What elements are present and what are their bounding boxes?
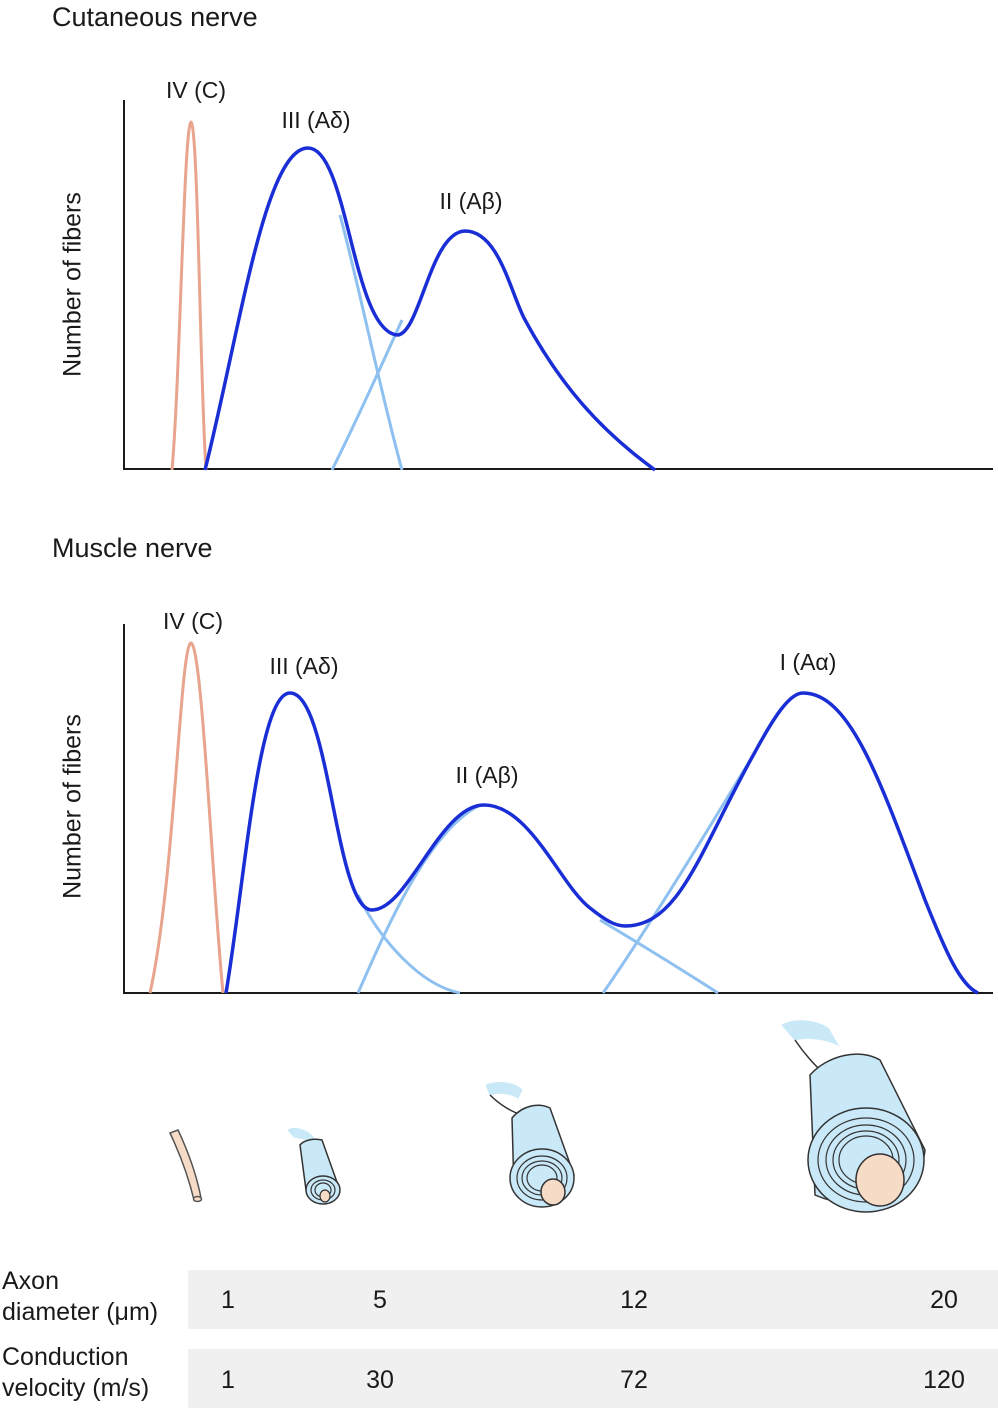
axon-diameter-value-3: 12 bbox=[620, 1286, 648, 1314]
muscle-ii-left-component-curve bbox=[356, 803, 481, 994]
muscle-panel-title: Muscle nerve bbox=[52, 533, 213, 563]
conduction-velocity-value-2: 30 bbox=[366, 1366, 394, 1394]
axon-diameter-value-1: 1 bbox=[221, 1286, 235, 1314]
cutaneous-axes bbox=[123, 100, 993, 470]
large-myelinated-fiber-icon bbox=[781, 1020, 926, 1213]
muscle-i-label: I (Aα) bbox=[780, 649, 837, 675]
muscle-ii-right-component-curve bbox=[599, 918, 719, 995]
muscle-envelope-curve bbox=[224, 691, 979, 995]
small-myelinated-fiber-icon bbox=[287, 1127, 341, 1205]
conduction-velocity-value-4: 120 bbox=[923, 1366, 965, 1394]
cutaneous-envelope-curve bbox=[203, 146, 657, 472]
cutaneous-iv-c-label: IV (C) bbox=[166, 77, 226, 103]
cutaneous-iii-component-curve bbox=[338, 214, 404, 471]
conduction-velocity-row-label: Conduction velocity (m/s) bbox=[2, 1342, 149, 1404]
conduction-velocity-row-band bbox=[188, 1349, 998, 1408]
muscle-iii-label: III (Aδ) bbox=[269, 653, 338, 679]
muscle-i-component-curve bbox=[601, 751, 757, 994]
conduction-velocity-label-line2: velocity (m/s) bbox=[2, 1374, 150, 1402]
axon-diameter-row-label: Axon diameter (μm) bbox=[2, 1266, 158, 1328]
axon-diameter-value-4: 20 bbox=[930, 1286, 958, 1314]
conduction-velocity-value-3: 72 bbox=[620, 1366, 648, 1394]
muscle-iii-component-curve bbox=[356, 894, 461, 995]
medium-myelinated-fiber-icon bbox=[485, 1082, 575, 1208]
unmyelinated-fiber-icon bbox=[168, 1129, 203, 1203]
cutaneous-iii-label: III (Aδ) bbox=[281, 107, 350, 133]
cutaneous-iv-c-curve bbox=[170, 120, 208, 471]
conduction-velocity-label-line1: Conduction bbox=[2, 1343, 129, 1371]
axon-diameter-row-band bbox=[188, 1270, 998, 1329]
conduction-velocity-value-1: 1 bbox=[221, 1366, 235, 1394]
cutaneous-panel-title: Cutaneous nerve bbox=[52, 2, 258, 32]
muscle-iv-c-label: IV (C) bbox=[163, 608, 223, 634]
axon-diameter-value-2: 5 bbox=[373, 1286, 387, 1314]
fiber-distribution-diagram: IV (C) III (Aδ) II (Aβ) IV (C) III (Aδ) … bbox=[123, 77, 993, 1213]
muscle-axes bbox=[123, 624, 993, 994]
axon-diameter-label-line1: Axon bbox=[2, 1267, 59, 1295]
muscle-iv-c-curve bbox=[148, 641, 225, 994]
cutaneous-ii-component-curve bbox=[330, 319, 404, 471]
cutaneous-ii-label: II (Aβ) bbox=[439, 188, 502, 214]
muscle-ii-label: II (Aβ) bbox=[455, 762, 518, 788]
axon-diameter-label-line2: diameter (μm) bbox=[2, 1298, 159, 1326]
